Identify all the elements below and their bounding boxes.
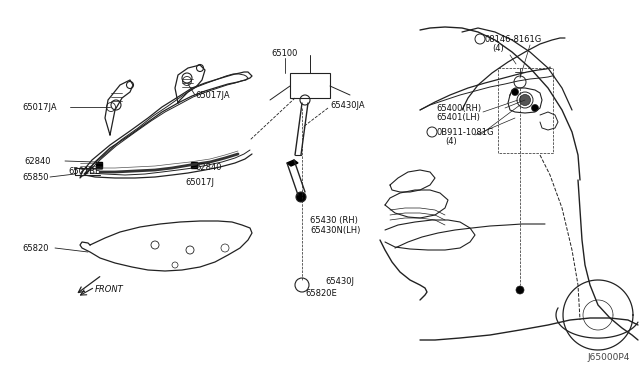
Bar	[290, 73, 330, 98]
Text: 65400(RH): 65400(RH)	[436, 103, 481, 112]
Text: 65820: 65820	[22, 244, 49, 253]
Text: 65100: 65100	[272, 48, 298, 58]
Text: J65000P4: J65000P4	[588, 353, 630, 362]
Text: 62840: 62840	[24, 157, 51, 166]
Circle shape	[531, 105, 538, 112]
Circle shape	[520, 94, 531, 106]
Polygon shape	[287, 160, 298, 166]
Text: 62840: 62840	[195, 163, 221, 171]
Text: (4): (4)	[445, 137, 457, 145]
Circle shape	[511, 89, 518, 96]
Text: 6501BE: 6501BE	[68, 167, 100, 176]
Text: FRONT: FRONT	[95, 285, 124, 295]
Text: 65017JA: 65017JA	[22, 103, 56, 112]
Text: 65401(LH): 65401(LH)	[436, 112, 480, 122]
Polygon shape	[96, 162, 102, 168]
Text: 65850: 65850	[22, 173, 49, 182]
Circle shape	[296, 192, 306, 202]
Text: 65430 (RH): 65430 (RH)	[310, 215, 358, 224]
Text: 0B911-1081G: 0B911-1081G	[437, 128, 495, 137]
Text: 08146-8161G: 08146-8161G	[485, 35, 542, 44]
Text: 65017J: 65017J	[185, 177, 214, 186]
Text: 65430JA: 65430JA	[330, 100, 365, 109]
Circle shape	[516, 286, 524, 294]
Text: 65820E: 65820E	[305, 289, 337, 298]
Text: (4): (4)	[492, 44, 504, 52]
Polygon shape	[191, 162, 197, 168]
Text: 65017JA: 65017JA	[195, 90, 230, 99]
Text: 65430N(LH): 65430N(LH)	[310, 225, 360, 234]
Text: 65430J: 65430J	[325, 278, 354, 286]
